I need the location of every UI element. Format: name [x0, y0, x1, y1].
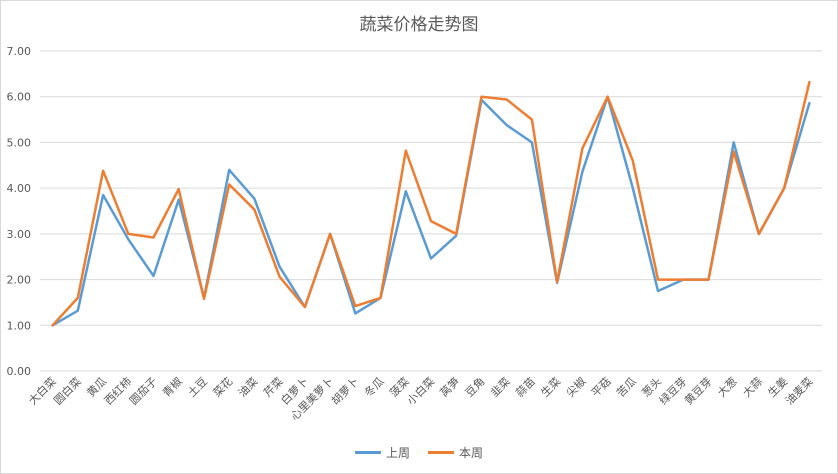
y-tick-label: 5.00 — [7, 136, 32, 149]
x-tick-label: 大白菜 — [26, 374, 59, 407]
x-tick-label: 韭菜 — [488, 375, 513, 400]
legend-swatch-series-1 — [428, 451, 454, 454]
x-tick-label: 油麦菜 — [782, 374, 815, 407]
x-tick-label: 西红柿 — [101, 374, 134, 407]
x-tick-label: 生菜 — [538, 374, 563, 399]
x-tick-label: 青椒 — [159, 374, 184, 399]
legend-item-series-0[interactable]: 上周 — [354, 444, 410, 461]
y-tick-label: 0.00 — [7, 365, 32, 378]
x-tick-label: 油菜 — [235, 374, 260, 399]
x-tick-label: 圆白菜 — [51, 374, 84, 407]
x-tick-label: 豆角 — [463, 375, 488, 400]
x-tick-label: 绿豆芽 — [656, 374, 689, 407]
x-tick-label: 胡萝卜 — [328, 374, 361, 407]
legend-label-series-1: 本周 — [459, 446, 484, 460]
series-lines — [51, 80, 811, 327]
x-tick-label: 苦瓜 — [614, 375, 639, 400]
legend: 上周 本周 — [0, 444, 838, 461]
x-tick-label: 菜花 — [211, 375, 236, 400]
series-line-1[interactable] — [51, 80, 811, 327]
x-tick-label: 尖椒 — [563, 374, 588, 399]
legend-swatch-series-0 — [354, 451, 381, 454]
x-tick-label: 大蒜 — [740, 374, 765, 399]
legend-item-series-1[interactable]: 本周 — [428, 444, 483, 461]
x-tick-label: 小白菜 — [404, 374, 437, 407]
chart-title: 蔬菜价格走势图 — [359, 15, 479, 35]
y-tick-label: 2.00 — [7, 274, 32, 287]
x-tick-label: 大葱 — [714, 374, 739, 399]
x-tick-label: 冬瓜 — [361, 374, 386, 399]
x-tick-label: 蒜苗 — [513, 375, 538, 400]
legend-label-series-0: 上周 — [385, 446, 410, 460]
y-tick-label: 7.00 — [7, 45, 32, 58]
y-tick-labels: 0.00 1.00 2.00 3.00 4.00 5.00 6.00 7.00 — [7, 45, 32, 378]
y-tick-label: 1.00 — [7, 319, 32, 332]
y-tick-label: 4.00 — [7, 182, 32, 195]
x-tick-label: 黄豆芽 — [681, 374, 714, 407]
y-tick-label: 3.00 — [7, 228, 32, 241]
x-tick-label: 平菇 — [588, 374, 613, 399]
x-tick-label: 莴笋 — [437, 374, 462, 399]
y-tick-label: 6.00 — [7, 91, 32, 104]
x-tick-label: 圆茄子 — [126, 374, 159, 407]
grid-lines — [40, 50, 822, 372]
x-tick-label: 土豆 — [185, 375, 210, 400]
